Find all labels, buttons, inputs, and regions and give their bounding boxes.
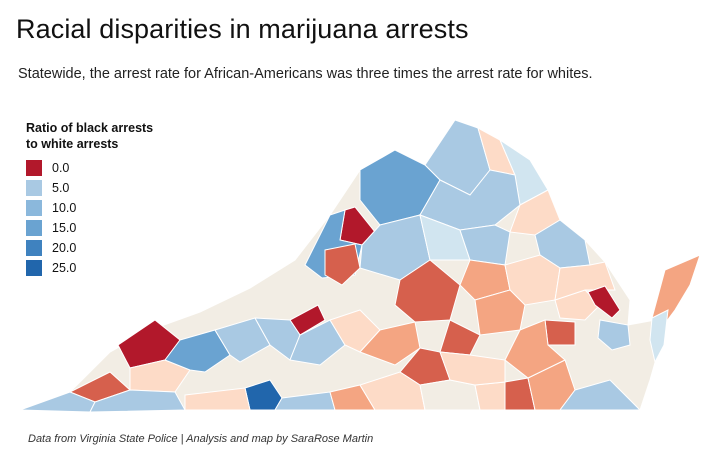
county-region	[559, 379, 642, 411]
county-region	[587, 285, 621, 319]
county-region	[214, 317, 271, 363]
legend-swatch	[26, 159, 42, 176]
legend-item: 25.0	[26, 258, 186, 277]
map-credit: Data from Virginia State Police | Analys…	[28, 433, 374, 445]
legend-swatch	[26, 219, 42, 236]
legend-label: 5.0	[52, 180, 70, 195]
virginia-county-map	[19, 119, 701, 413]
legend-item: 0.0	[26, 158, 186, 177]
legend-swatch	[26, 259, 42, 276]
legend-label: 25.0	[52, 260, 77, 275]
legend-swatch	[26, 239, 42, 256]
county-region	[359, 321, 421, 366]
legend-label: 15.0	[52, 220, 77, 235]
legend-label: 20.0	[52, 240, 77, 255]
legend: Ratio of black arrests to white arrests …	[26, 120, 186, 277]
legend-title: Ratio of black arrests to white arrests	[26, 120, 186, 152]
legend-title-line1: Ratio of black arrests	[26, 121, 154, 135]
county-region	[474, 289, 526, 336]
map-subtitle: Statewide, the arrest rate for African-A…	[18, 66, 593, 82]
legend-swatch	[26, 179, 42, 196]
county-region	[554, 261, 616, 301]
legend-item: 5.0	[26, 178, 186, 197]
legend-item: 20.0	[26, 238, 186, 257]
county-region	[439, 351, 506, 386]
legend-label: 0.0	[52, 160, 70, 175]
map-title: Racial disparities in marijuana arrests	[16, 14, 469, 44]
county-region	[129, 359, 191, 393]
county-region	[359, 371, 426, 411]
legend-swatch	[26, 199, 42, 216]
county-region	[474, 381, 506, 411]
county-region	[184, 387, 251, 411]
legend-label: 10.0	[52, 200, 77, 215]
legend-item: 10.0	[26, 198, 186, 217]
legend-item: 15.0	[26, 218, 186, 237]
county-region	[289, 319, 346, 366]
legend-items: 0.0 5.0 10.0 15.0 20.0 25.0	[26, 158, 186, 277]
legend-title-line2: to white arrests	[26, 137, 119, 151]
county-region	[597, 319, 631, 351]
eastern-shore-south	[649, 309, 669, 364]
county-region	[544, 319, 576, 346]
county-region	[324, 243, 361, 286]
county-region	[459, 224, 511, 266]
county-region	[89, 389, 186, 413]
